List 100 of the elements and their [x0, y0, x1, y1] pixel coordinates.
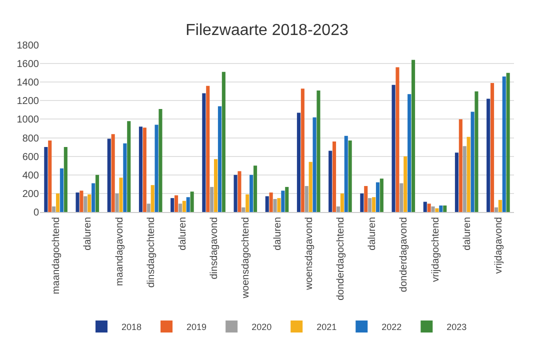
bar [76, 192, 80, 212]
legend-label: 2021 [316, 322, 337, 332]
bar [316, 90, 320, 212]
bar [408, 94, 412, 212]
bar [84, 196, 88, 212]
bar [111, 134, 115, 212]
bar [498, 200, 502, 212]
bar [466, 136, 470, 212]
bar [115, 193, 119, 212]
bar [142, 128, 146, 212]
x-tick-label: woensdagavond [304, 217, 315, 291]
bar [392, 84, 396, 212]
bar [277, 198, 281, 212]
bar [423, 202, 427, 212]
bar [458, 119, 462, 212]
y-tick-label: 1200 [16, 96, 40, 108]
x-tick-label: donderdagochtend [335, 217, 346, 300]
bar [202, 93, 206, 212]
x-tick-label: maandagochtend [51, 217, 62, 294]
bar [368, 198, 372, 212]
bar [344, 136, 348, 212]
bar [123, 143, 127, 212]
bar [360, 193, 364, 212]
legend-label: 2018 [122, 322, 142, 332]
bar [48, 140, 52, 212]
x-tick-label: dinsdagavond [209, 217, 220, 280]
y-tick-label: 600 [22, 152, 40, 163]
x-tick-label: donderdagavond [398, 217, 410, 292]
bar [238, 171, 242, 212]
y-tick-label: 1600 [16, 59, 40, 70]
bar [254, 166, 258, 212]
bar [186, 197, 190, 212]
y-tick-label: 400 [22, 170, 40, 182]
bar [380, 178, 384, 212]
legend-label: 2023 [446, 322, 467, 332]
bar [154, 124, 158, 212]
bar [214, 159, 218, 212]
bar [312, 117, 316, 212]
bar [396, 67, 400, 212]
bar [190, 192, 194, 212]
bar [80, 190, 84, 212]
bar [158, 109, 162, 212]
bar [269, 192, 273, 212]
bar [250, 174, 254, 212]
bar [60, 168, 64, 212]
bar [490, 83, 494, 212]
bar [506, 72, 510, 212]
y-tick-label: 1000 [16, 114, 40, 126]
x-tick-label: woensdagochtend [240, 217, 252, 300]
bar [88, 194, 92, 212]
bar [44, 147, 48, 212]
y-tick-label: 800 [22, 133, 40, 144]
bar [96, 174, 100, 212]
bar [64, 147, 68, 212]
bar [234, 174, 238, 212]
x-tick-label: vrijdagochtend [430, 217, 442, 282]
bar [439, 206, 443, 212]
bar [427, 204, 431, 212]
bar [431, 206, 435, 212]
bar [52, 206, 56, 212]
bar [210, 186, 214, 212]
bar [470, 112, 474, 212]
bar [127, 121, 131, 212]
bar [340, 193, 344, 212]
bar [328, 150, 332, 212]
bar [285, 186, 289, 212]
bar [372, 197, 376, 212]
x-tick-label: maandagavond [114, 217, 126, 286]
bar [218, 106, 222, 212]
bar [454, 152, 458, 212]
bar [364, 186, 368, 212]
bar [348, 140, 352, 212]
bar [246, 194, 250, 212]
bar [296, 112, 300, 212]
bar [474, 91, 478, 212]
bar [336, 206, 340, 212]
bar [308, 162, 312, 212]
bar [404, 156, 408, 212]
bar [178, 204, 182, 212]
bar [304, 186, 308, 212]
x-tick-label: daluren [367, 217, 378, 250]
bar [494, 207, 498, 212]
bar [332, 141, 336, 212]
y-tick-label: 0 [33, 208, 40, 218]
y-tick-label: 1400 [16, 78, 40, 89]
x-tick-label: daluren [272, 217, 284, 250]
bar [150, 185, 154, 212]
bar [462, 146, 466, 212]
bar [412, 60, 416, 212]
bar [222, 72, 226, 212]
y-tick-label: 1800 [16, 40, 40, 52]
x-tick-label: daluren [462, 217, 473, 250]
bar [281, 190, 285, 212]
y-tick-label: 200 [22, 188, 40, 200]
bar [265, 196, 269, 212]
bar [174, 195, 178, 212]
bar [146, 204, 150, 212]
x-tick-label: daluren [177, 217, 188, 250]
x-tick-label: dinsdagochtend [146, 217, 157, 288]
x-tick-label: daluren [82, 217, 94, 250]
